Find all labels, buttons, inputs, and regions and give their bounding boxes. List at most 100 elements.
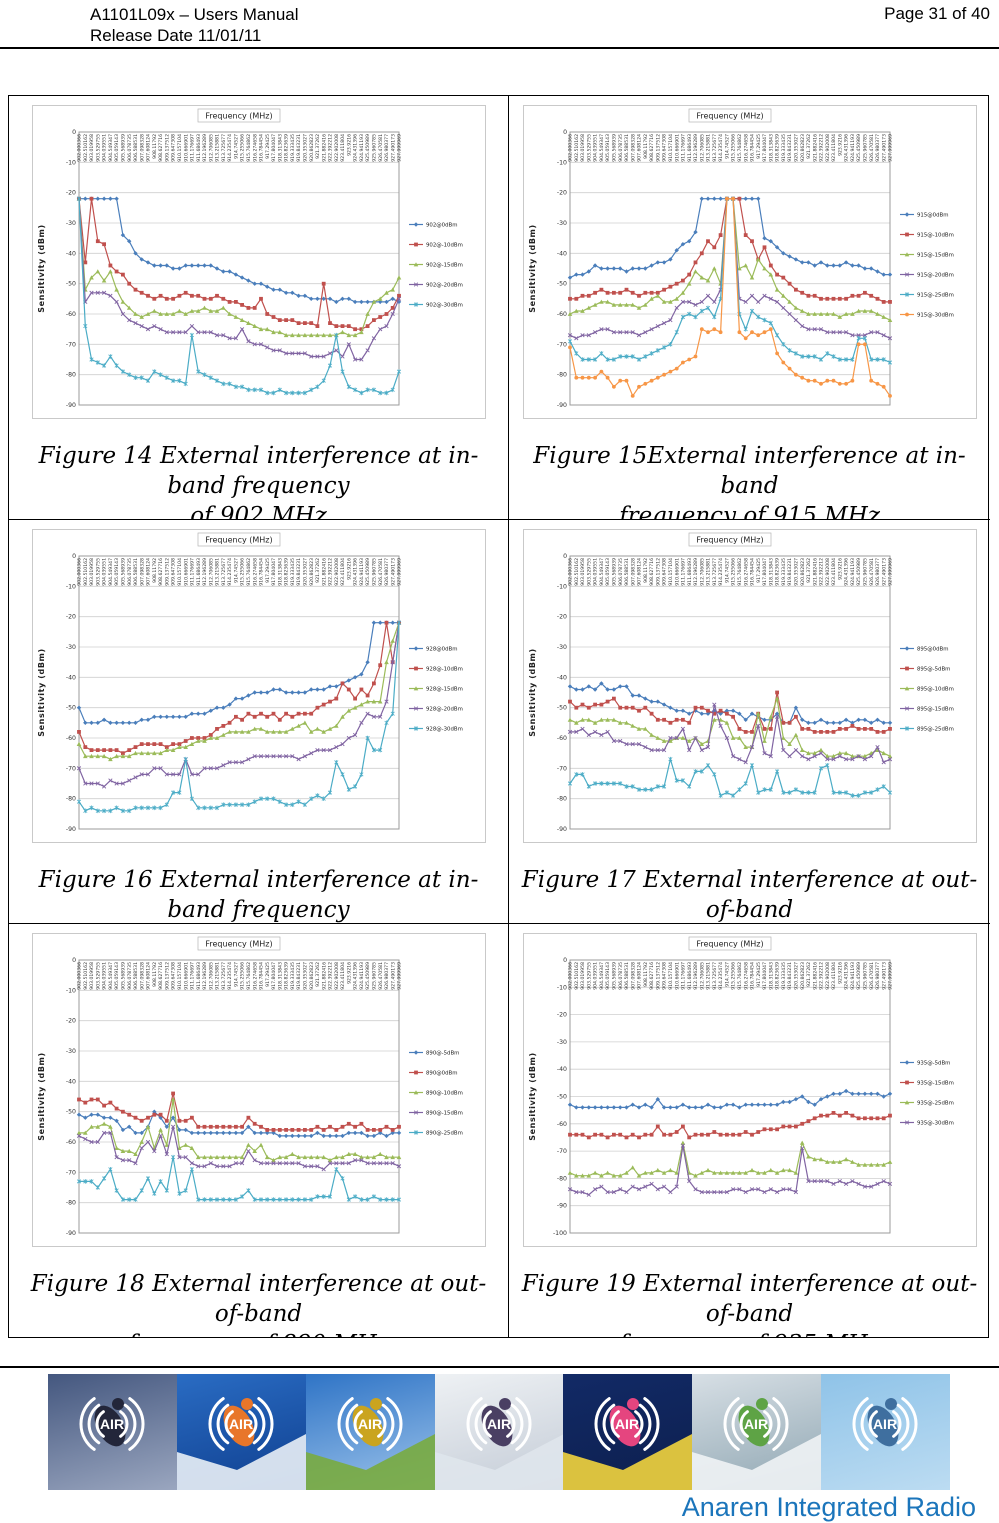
svg-text:926.470581: 926.470581 — [868, 134, 874, 162]
svg-text:917.804047: 917.804047 — [271, 134, 277, 162]
svg-text:903.019958: 903.019958 — [89, 558, 95, 586]
svg-text:922.392212: 922.392212 — [818, 962, 824, 990]
svg-text:906.588531: 906.588531 — [624, 134, 630, 162]
svg-text:921.37262: 921.37262 — [315, 134, 321, 159]
svg-text:926.470581: 926.470581 — [868, 558, 874, 586]
svg-text:925.450989: 925.450989 — [365, 134, 371, 162]
caption-line: Figure 19 External interference at out-o… — [521, 1271, 978, 1327]
svg-text:903.529755: 903.529755 — [95, 962, 101, 990]
air-logo-text: AIR — [615, 1416, 639, 1432]
svg-text:925.960785: 925.960785 — [371, 134, 377, 162]
svg-text:895@-25dBm: 895@-25dBm — [917, 727, 954, 733]
svg-text:922.392212: 922.392212 — [327, 962, 333, 990]
figure-16-caption: Figure 16 External interference at in-ba… — [19, 865, 498, 923]
air-logo: AIR — [692, 1397, 822, 1490]
svg-text:905.059143: 905.059143 — [605, 134, 611, 162]
svg-text:903.019958: 903.019958 — [580, 558, 586, 586]
svg-text:908.627716: 908.627716 — [158, 558, 164, 586]
svg-text:Frequency (MHz): Frequency (MHz) — [696, 536, 763, 545]
page-number: Page 31 of 40 — [884, 4, 990, 23]
svg-text:911.176697: 911.176697 — [189, 558, 195, 586]
svg-text:-10: -10 — [556, 984, 566, 991]
svg-text:909.137512: 909.137512 — [655, 134, 661, 162]
svg-text:912.706085: 912.706085 — [699, 558, 705, 586]
svg-text:914.74527: 914.74527 — [724, 134, 730, 159]
svg-text:911.686493: 911.686493 — [686, 134, 692, 162]
svg-text:923.411804: 923.411804 — [340, 134, 346, 162]
svg-text:-20: -20 — [556, 614, 566, 621]
svg-text:911.176697: 911.176697 — [189, 134, 195, 162]
svg-text:921.37262: 921.37262 — [806, 962, 812, 987]
svg-text:911.176697: 911.176697 — [680, 558, 686, 586]
svg-text:915.255066: 915.255066 — [239, 962, 245, 990]
svg-text:924.431396: 924.431396 — [352, 962, 358, 990]
svg-text:906.078735: 906.078735 — [126, 134, 132, 162]
svg-text:926.470581: 926.470581 — [377, 134, 383, 162]
svg-text:927.490173: 927.490173 — [390, 962, 396, 990]
svg-text:-60: -60 — [556, 311, 566, 318]
svg-text:925.450989: 925.450989 — [856, 558, 862, 586]
svg-text:919.843231: 919.843231 — [296, 558, 302, 586]
svg-text:890@-25dBm: 890@-25dBm — [426, 1131, 463, 1137]
release-date: Release Date 11/01/11 — [90, 26, 262, 45]
svg-text:902@-30dBm: 902@-30dBm — [426, 303, 463, 309]
svg-text:927.999969: 927.999969 — [887, 558, 893, 586]
svg-text:-90: -90 — [65, 826, 75, 833]
svg-text:915@-15dBm: 915@-15dBm — [917, 253, 954, 259]
svg-text:918.823639: 918.823639 — [283, 558, 289, 586]
svg-text:-70: -70 — [556, 1148, 566, 1155]
air-logo-text: AIR — [358, 1416, 382, 1432]
svg-text:923.411804: 923.411804 — [831, 134, 837, 162]
svg-text:922.392212: 922.392212 — [818, 558, 824, 586]
svg-text:918.313843: 918.313843 — [768, 558, 774, 586]
svg-text:910.666901: 910.666901 — [674, 134, 680, 162]
svg-text:920.353027: 920.353027 — [302, 134, 308, 162]
svg-text:912.706085: 912.706085 — [699, 134, 705, 162]
svg-text:904.549347: 904.549347 — [108, 962, 114, 990]
svg-text:915@-20dBm: 915@-20dBm — [917, 273, 954, 279]
svg-text:-80: -80 — [556, 372, 566, 379]
svg-text:927.490173: 927.490173 — [390, 134, 396, 162]
svg-text:908.627716: 908.627716 — [649, 134, 655, 162]
svg-text:914.74527: 914.74527 — [233, 962, 239, 987]
svg-text:0: 0 — [72, 129, 76, 136]
svg-text:912.706085: 912.706085 — [699, 962, 705, 990]
svg-text:920.353027: 920.353027 — [793, 962, 799, 990]
svg-text:904.549347: 904.549347 — [108, 558, 114, 586]
svg-text:-60: -60 — [556, 735, 566, 742]
svg-text:918.313843: 918.313843 — [768, 962, 774, 990]
svg-text:915.764862: 915.764862 — [737, 962, 743, 990]
svg-text:903.529755: 903.529755 — [586, 134, 592, 162]
svg-text:935@-30dBm: 935@-30dBm — [917, 1121, 954, 1127]
figure-cell-19: 0 -10 -20 -30 -40 -50 -60 -70 -80 -90 -100 902.0003… — [509, 924, 990, 1338]
caption-line: frequency of 915 MHz — [619, 503, 880, 520]
svg-text:915.255066: 915.255066 — [239, 134, 245, 162]
svg-text:913.215881: 913.215881 — [705, 134, 711, 162]
svg-text:Sensitivity (dBm): Sensitivity (dBm) — [528, 224, 537, 312]
svg-text:911.686493: 911.686493 — [195, 558, 201, 586]
air-logo-text: AIR — [229, 1416, 253, 1432]
svg-text:-80: -80 — [65, 372, 75, 379]
svg-text:915@-30dBm: 915@-30dBm — [917, 313, 954, 319]
svg-text:915.764862: 915.764862 — [737, 558, 743, 586]
banner-photo-snowboarder: AIR — [434, 1374, 564, 1490]
svg-text:917.29425: 917.29425 — [264, 558, 270, 583]
svg-text:908.11792: 908.11792 — [642, 558, 648, 583]
svg-text:924.431396: 924.431396 — [352, 558, 358, 586]
svg-text:922.392212: 922.392212 — [327, 134, 333, 162]
svg-text:924.941193: 924.941193 — [850, 962, 856, 990]
svg-text:-30: -30 — [556, 644, 566, 651]
svg-text:921.882416: 921.882416 — [812, 558, 818, 586]
svg-text:912.196289: 912.196289 — [693, 558, 699, 586]
svg-text:902.510162: 902.510162 — [82, 962, 88, 990]
svg-text:-100: -100 — [552, 1230, 566, 1237]
figure-17-chart: 0 -10 -20 -30 -40 -50 -60 -70 -80 -90 902.000366 90… — [522, 529, 977, 843]
svg-text:921.882416: 921.882416 — [812, 134, 818, 162]
svg-text:909.647308: 909.647308 — [170, 558, 176, 586]
svg-text:917.804047: 917.804047 — [762, 558, 768, 586]
svg-text:909.137512: 909.137512 — [164, 558, 170, 586]
svg-text:910.157104: 910.157104 — [177, 962, 183, 990]
svg-text:918.313843: 918.313843 — [768, 134, 774, 162]
svg-text:909.137512: 909.137512 — [655, 962, 661, 990]
